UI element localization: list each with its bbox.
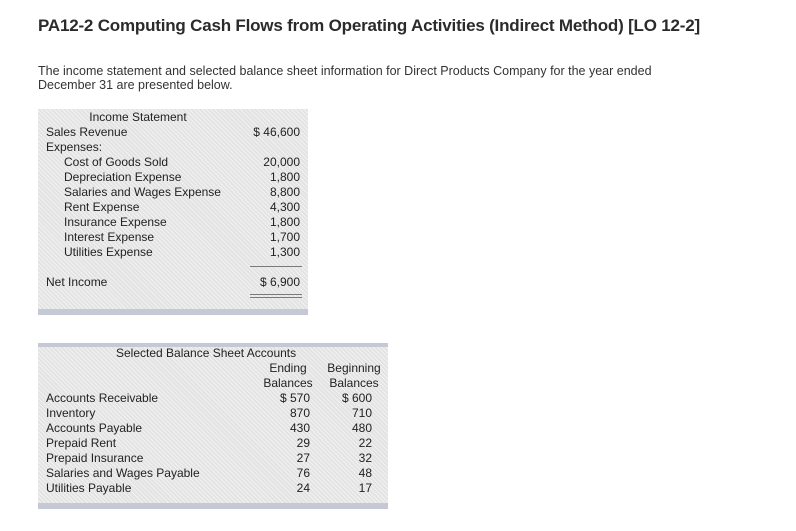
beginning-balance: 17: [358, 481, 372, 495]
account-label: Accounts Payable: [46, 421, 143, 435]
beginning-header-line1: Beginning: [327, 361, 381, 375]
intro-text: The income statement and selected balanc…: [38, 64, 652, 92]
ending-balance: 870: [289, 406, 310, 420]
table-footer-band: [38, 309, 308, 315]
expense-value: 1,300: [269, 245, 300, 259]
expense-label: Insurance Expense: [64, 215, 167, 229]
beginning-balance: 480: [351, 421, 372, 435]
expense-value: 1,700: [269, 230, 300, 244]
sales-revenue-label: Sales Revenue: [46, 125, 128, 139]
expense-label: Utilities Expense: [64, 245, 153, 259]
expense-value: 20,000: [263, 155, 300, 169]
expense-label: Cost of Goods Sold: [64, 155, 169, 169]
income-statement-table: Income Statement Sales Revenue $ 46,600 …: [38, 109, 308, 315]
account-label: Inventory: [46, 406, 96, 420]
beginning-balance: 32: [358, 451, 372, 465]
table-row: Depreciation Expense 1,800: [38, 170, 308, 185]
expense-value: 4,300: [269, 200, 300, 214]
beginning-balance: 22: [358, 436, 372, 450]
expense-value: 1,800: [269, 215, 300, 229]
expense-label: Rent Expense: [64, 200, 140, 214]
ending-balance: 27: [296, 451, 310, 465]
beginning-header-line2: Balances: [329, 376, 379, 390]
ending-header-line2: Balances: [263, 376, 313, 390]
account-label: Prepaid Insurance: [46, 451, 144, 465]
expenses-label: Expenses:: [46, 140, 103, 154]
beginning-balance: 710: [351, 406, 372, 420]
expense-label: Salaries and Wages Expense: [64, 185, 221, 199]
balance-sheet-title: Selected Balance Sheet Accounts: [116, 346, 297, 360]
page-title: PA12-2 Computing Cash Flows from Operati…: [38, 16, 700, 35]
net-income-label: Net Income: [46, 275, 108, 289]
table-row: Cost of Goods Sold 20,000: [38, 155, 308, 170]
net-income-value: $ 6,900: [259, 275, 300, 289]
expense-value: 8,800: [269, 185, 300, 199]
account-label: Prepaid Rent: [46, 436, 117, 450]
subtotal-rule: [250, 266, 302, 267]
account-label: Utilities Payable: [46, 481, 132, 495]
table-footer-band: [38, 503, 388, 509]
table-row: Insurance Expense 1,800: [38, 215, 308, 230]
table-row: Inventory 870 710: [38, 406, 388, 421]
table-row: Rent Expense 4,300: [38, 200, 308, 215]
ending-balance: 29: [296, 436, 310, 450]
double-rule-bottom: [250, 297, 302, 298]
table-header-band: [38, 343, 388, 347]
ending-balance: 430: [289, 421, 310, 435]
account-label: Salaries and Wages Payable: [46, 466, 200, 480]
ending-balance: 24: [296, 481, 310, 495]
double-rule-top: [250, 294, 302, 295]
beginning-balance: $ 600: [341, 391, 372, 405]
table-row: Interest Expense 1,700: [38, 230, 308, 245]
expense-label: Depreciation Expense: [64, 170, 182, 184]
table-row: Salaries and Wages Payable 76 48: [38, 466, 388, 481]
table-row: Utilities Expense 1,300: [38, 245, 308, 260]
beginning-balance: 48: [358, 466, 372, 480]
income-statement-title: Income Statement: [89, 110, 187, 124]
table-row: Prepaid Insurance 27 32: [38, 451, 388, 466]
table-row: Salaries and Wages Expense 8,800: [38, 185, 308, 200]
account-label: Accounts Receivable: [46, 391, 159, 405]
ending-balance: $ 570: [279, 391, 310, 405]
ending-balance: 76: [296, 466, 310, 480]
expense-label: Interest Expense: [64, 230, 155, 244]
table-row: Accounts Payable 430 480: [38, 421, 388, 436]
table-row: Utilities Payable 24 17: [38, 481, 388, 496]
balance-sheet-table: Selected Balance Sheet Accounts Ending B…: [38, 343, 388, 509]
expense-value: 1,800: [269, 170, 300, 184]
sales-revenue-value: $ 46,600: [253, 125, 300, 139]
table-row: Accounts Receivable $ 570 $ 600: [38, 391, 388, 406]
ending-header-line1: Ending: [269, 361, 307, 375]
table-row: Prepaid Rent 29 22: [38, 436, 388, 451]
